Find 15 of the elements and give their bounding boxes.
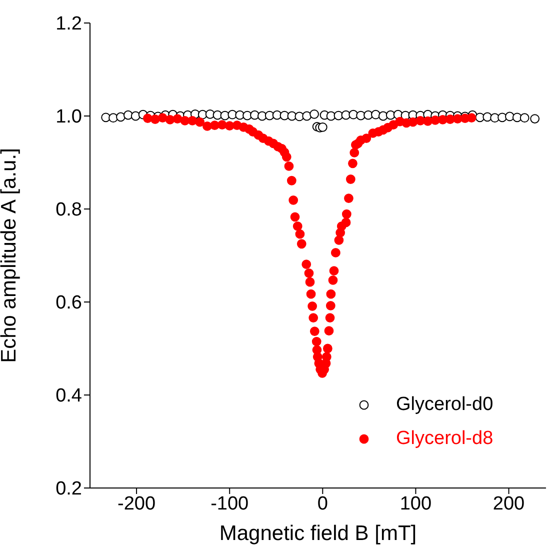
y-tick-label: 0.4: [56, 386, 82, 407]
x-tick-label: 200: [492, 493, 525, 514]
y-tick-label: 0.2: [56, 478, 82, 500]
x-tick-label: 100: [400, 493, 432, 514]
y-tick-label: 0.6: [56, 292, 82, 314]
x-tick-label: -200: [118, 493, 156, 514]
y-tick-label: 0.8: [56, 200, 82, 221]
x-tick-label: 0: [317, 493, 328, 514]
x-axis-title: Magnetic field B [mT]: [219, 522, 417, 545]
legend-label: Glycerol-d0: [396, 394, 494, 416]
y-tick-label: 1.2: [56, 14, 82, 35]
legend-label: Glycerol-d8: [396, 428, 494, 450]
y-tick-label: 1.0: [56, 106, 82, 128]
y-axis-title: Echo amplitude A [a.u.]: [0, 148, 20, 363]
x-tick-label: -100: [210, 493, 249, 514]
